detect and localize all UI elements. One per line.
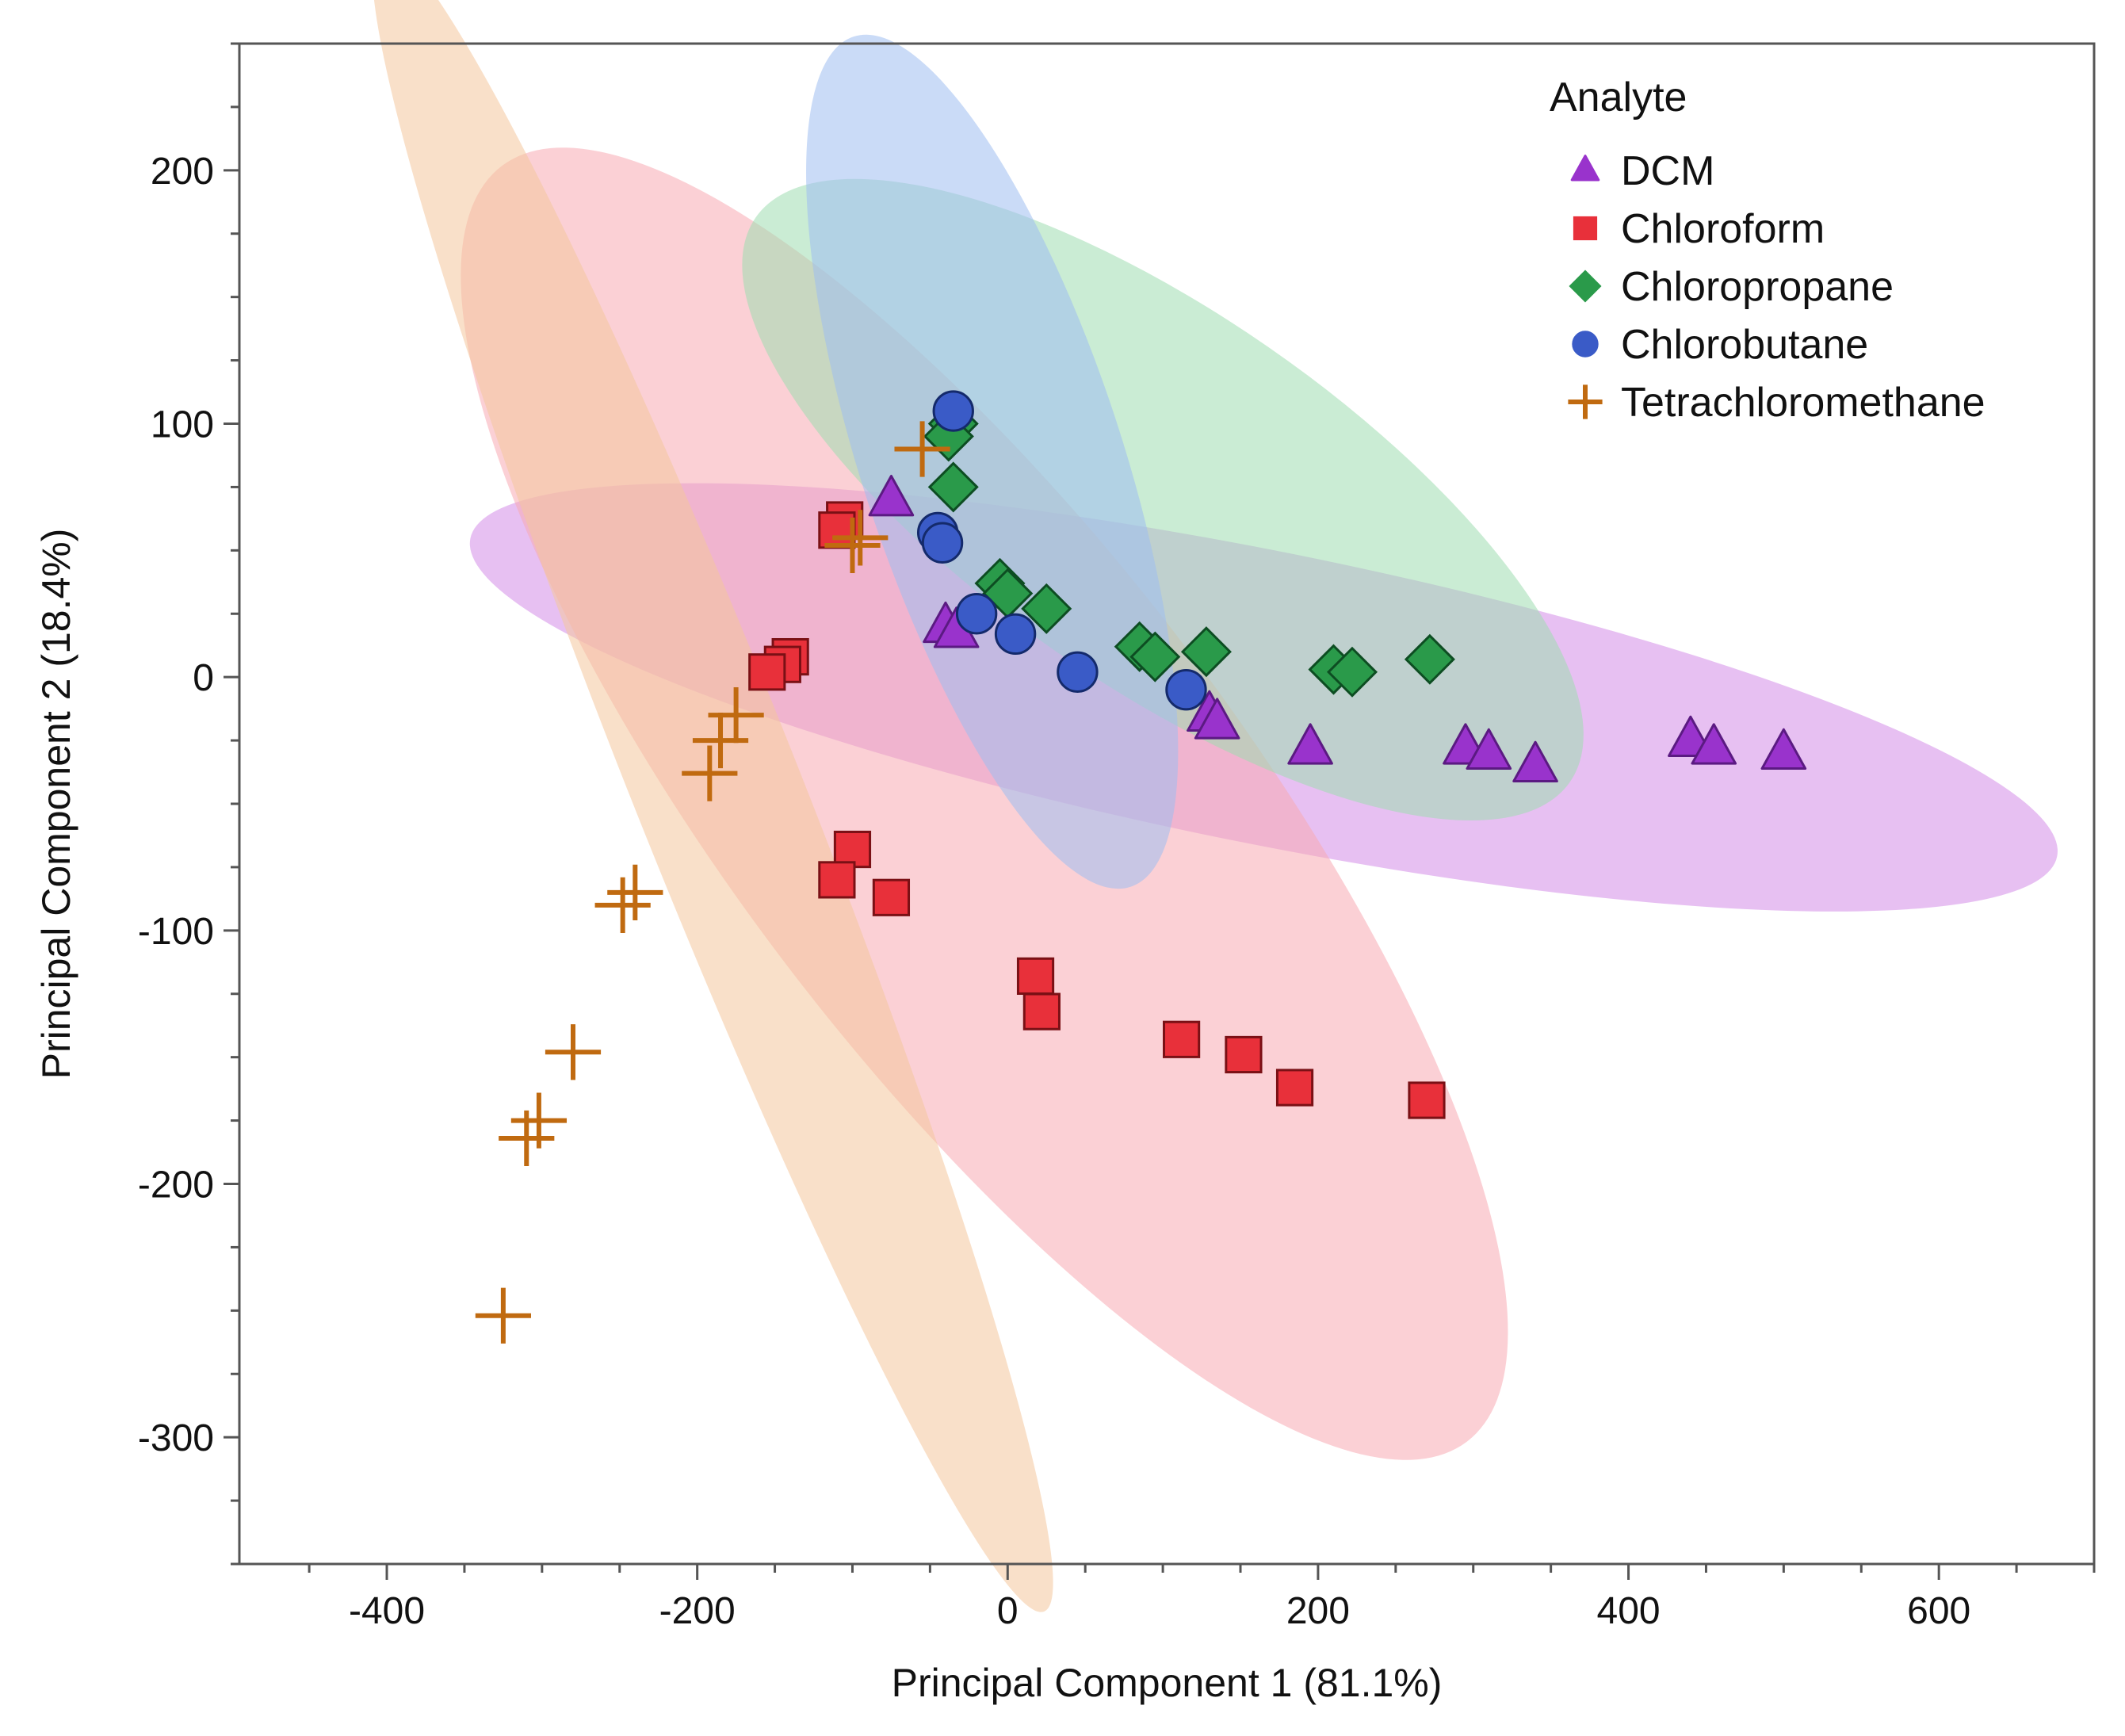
x-tick-label: 400 xyxy=(1597,1590,1661,1632)
point-chlorobutane xyxy=(994,613,1037,656)
point-chlorobutane xyxy=(955,593,998,635)
point-chloroform xyxy=(872,878,911,916)
legend-label: Chloropropane xyxy=(1621,264,1894,310)
point-chloropropane xyxy=(927,461,979,513)
point-chloropropane xyxy=(1326,646,1378,698)
legend-item-chloropropane: Chloropropane xyxy=(1569,264,1894,310)
legend-marker-chloropropane xyxy=(1569,270,1602,303)
point-dcm xyxy=(1287,723,1333,765)
point-chloroform xyxy=(1275,1069,1314,1107)
legend-label: Chlorobutane xyxy=(1621,322,1868,368)
legend-marker-dcm xyxy=(1570,155,1600,182)
y-tick-label: 0 xyxy=(193,657,214,699)
legend-item-dcm: DCM xyxy=(1570,148,1714,194)
point-dcm xyxy=(1760,728,1807,770)
x-tick-label: 0 xyxy=(997,1590,1019,1632)
data-points xyxy=(475,390,1807,1344)
x-axis-title: Principal Component 1 (81.1%) xyxy=(892,1661,1443,1705)
legend-label: Chloroform xyxy=(1621,206,1825,252)
point-chloroform xyxy=(833,830,872,869)
point-tetrachloromethane xyxy=(499,1110,555,1167)
point-chloroform xyxy=(1016,957,1055,995)
legend-item-tetrachloromethane: Tetrachloromethane xyxy=(1568,380,1985,426)
point-tetrachloromethane xyxy=(692,712,749,769)
confidence-ellipses xyxy=(372,0,2058,1612)
point-chlorobutane xyxy=(932,390,974,432)
point-tetrachloromethane xyxy=(832,510,889,566)
ellipse-chloroform xyxy=(461,147,1508,1460)
point-tetrachloromethane xyxy=(594,877,651,933)
point-dcm xyxy=(868,475,915,517)
legend: Analyte DCM Chloroform Chloropropane Chloro… xyxy=(1550,75,1985,426)
legend-item-chloroform: Chloroform xyxy=(1573,206,1825,252)
point-chloroform xyxy=(818,861,856,899)
legend-marker-tetrachloromethane xyxy=(1568,384,1603,419)
x-tick-label: -200 xyxy=(659,1590,736,1632)
point-tetrachloromethane xyxy=(475,1287,531,1344)
point-chloroform xyxy=(1022,992,1061,1031)
legend-item-chlorobutane: Chlorobutane xyxy=(1572,322,1868,368)
point-chloropropane xyxy=(1404,633,1455,685)
y-axis-title: Principal Component 2 (18.4%) xyxy=(34,529,78,1080)
point-chloroform xyxy=(1225,1035,1263,1074)
point-chloropropane xyxy=(1129,631,1181,683)
point-chloropropane xyxy=(1180,626,1232,678)
y-tick-label: -300 xyxy=(138,1417,214,1459)
point-tetrachloromethane xyxy=(607,864,663,920)
point-chloroform xyxy=(1408,1081,1446,1119)
legend-marker-chlorobutane xyxy=(1572,331,1599,358)
point-chlorobutane xyxy=(921,522,964,564)
point-chlorobutane xyxy=(1057,651,1099,693)
legend-marker-chloroform xyxy=(1573,216,1598,241)
legend-label: Tetrachloromethane xyxy=(1621,380,1985,426)
legend-label: DCM xyxy=(1621,148,1714,194)
ellipse-tetrachloromethane xyxy=(372,0,1053,1612)
point-chloropropane xyxy=(1021,583,1072,634)
y-tick-label: 100 xyxy=(151,404,214,446)
y-tick-label: 200 xyxy=(151,151,214,193)
point-dcm xyxy=(1512,740,1558,782)
axes: -400 -200 0 200 400 600 -300 -200 -100 0 100 200 xyxy=(138,42,2096,1632)
x-tick-label: 200 xyxy=(1286,1590,1350,1632)
y-tick-label: -200 xyxy=(138,1164,214,1206)
legend-items: DCM Chloroform Chloropropane Chlorobutane Te… xyxy=(1568,148,1985,426)
point-chloroform xyxy=(1163,1020,1201,1058)
point-chloroform xyxy=(748,653,786,691)
y-tick-label: -100 xyxy=(138,911,214,953)
point-dcm xyxy=(1691,723,1737,765)
point-tetrachloromethane xyxy=(545,1024,602,1080)
point-chloroform xyxy=(818,511,856,549)
x-tick-label: 600 xyxy=(1907,1590,1970,1632)
legend-title: Analyte xyxy=(1550,75,1687,120)
x-tick-label: -400 xyxy=(349,1590,425,1632)
point-tetrachloromethane xyxy=(708,687,764,744)
point-tetrachloromethane xyxy=(682,745,738,801)
point-dcm xyxy=(1466,728,1512,770)
point-tetrachloromethane xyxy=(824,517,881,574)
point-dcm xyxy=(1194,698,1240,740)
point-chlorobutane xyxy=(1165,668,1207,711)
point-tetrachloromethane xyxy=(894,421,950,477)
